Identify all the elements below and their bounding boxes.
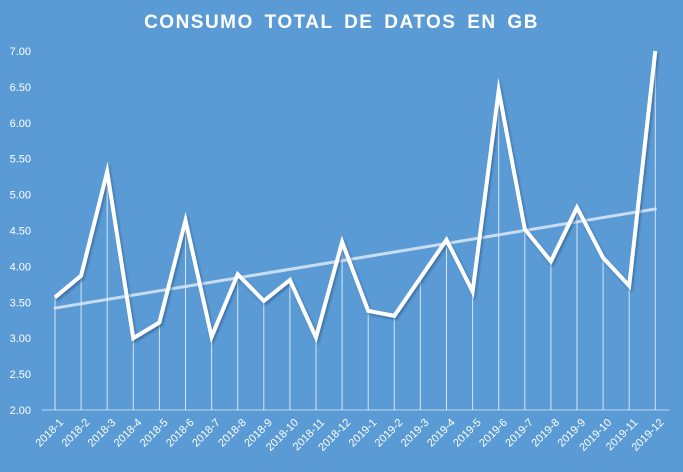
x-tick-label: 2018-5 <box>138 417 171 450</box>
series-line <box>53 50 658 344</box>
series-layer <box>53 49 658 344</box>
x-tick-label: 2019-5 <box>451 417 484 450</box>
data-point <box>601 256 605 260</box>
y-tick-label: 3.50 <box>10 297 31 309</box>
x-tick-label: 2018-3 <box>86 417 119 450</box>
y-tick-label: 7.00 <box>10 46 31 58</box>
data-point <box>210 335 214 339</box>
data-point <box>523 227 527 231</box>
data-point <box>314 335 318 339</box>
trendline <box>53 207 657 310</box>
data-point <box>262 299 266 303</box>
data-point <box>497 88 501 92</box>
x-tick-label: 2018-1 <box>33 417 66 450</box>
y-tick-label: 4.50 <box>10 226 31 238</box>
data-point <box>236 272 240 276</box>
data-point <box>471 290 475 294</box>
x-tick-label: 2019-6 <box>477 417 510 450</box>
data-point <box>157 320 161 324</box>
data-point <box>105 170 109 174</box>
x-tick-label: 2018-7 <box>190 417 223 450</box>
data-point <box>131 336 135 340</box>
data-point <box>184 218 188 222</box>
x-tick-label: 2019-1 <box>347 417 380 450</box>
data-point <box>392 314 396 318</box>
x-tick-label: 2018-8 <box>216 417 249 450</box>
data-point <box>653 49 657 53</box>
x-tick-label: 2018-2 <box>60 417 93 450</box>
data-point <box>549 259 553 263</box>
data-point <box>418 276 422 280</box>
y-tick-label: 2.50 <box>10 369 31 381</box>
data-point <box>53 295 57 299</box>
data-point <box>79 274 83 278</box>
chart-title: CONSUMO TOTAL DE DATOS EN GB <box>144 12 539 33</box>
data-point <box>340 240 344 244</box>
x-tick-label: 2019-2 <box>373 417 406 450</box>
data-point <box>445 238 449 242</box>
x-tick-label: 2018-6 <box>164 417 197 450</box>
data-point <box>366 309 370 313</box>
x-tick-label: 2019-4 <box>425 417 458 450</box>
data-point <box>575 206 579 210</box>
drop-lines <box>54 51 656 410</box>
y-tick-label: 3.00 <box>10 333 31 345</box>
data-point <box>288 278 292 282</box>
x-tick-label: 2019-3 <box>399 417 432 450</box>
y-tick-label: 5.00 <box>10 190 31 202</box>
y-tick-label: 6.00 <box>10 118 31 130</box>
x-tick-label: 2019-8 <box>529 417 562 450</box>
x-tick-label: 2019-7 <box>503 417 536 450</box>
y-tick-label: 2.00 <box>10 405 31 417</box>
data-point <box>627 284 631 288</box>
trendline-layer <box>53 207 657 310</box>
x-tick-label: 2018-4 <box>112 417 145 450</box>
y-tick-label: 5.50 <box>10 154 31 166</box>
y-tick-label: 4.00 <box>10 261 31 273</box>
y-tick-label: 6.50 <box>10 82 31 94</box>
